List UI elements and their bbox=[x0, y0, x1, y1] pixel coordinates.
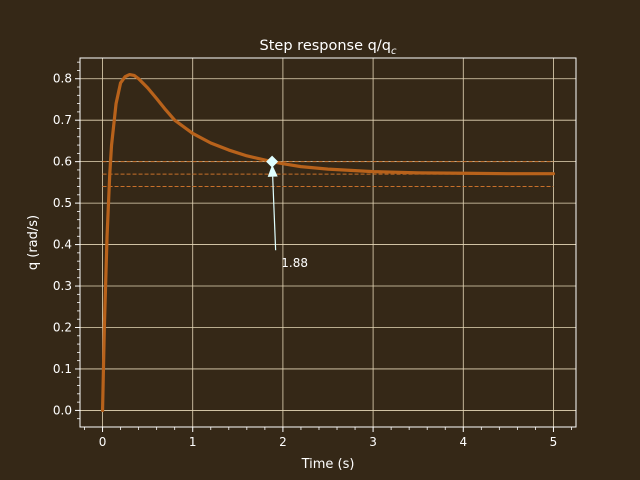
y-tick-label: 0.4 bbox=[53, 238, 72, 252]
y-tick-label: 0.0 bbox=[53, 403, 72, 417]
annotation-marker bbox=[266, 155, 279, 168]
y-axis-label: q (rad/s) bbox=[26, 215, 41, 270]
x-tick-label: 2 bbox=[279, 435, 287, 449]
x-tick-label: 0 bbox=[99, 435, 107, 449]
chart-title: Step response q/qc bbox=[260, 38, 397, 57]
step-response-line bbox=[100, 72, 556, 413]
annotation-arrow-head bbox=[267, 164, 278, 177]
x-tick-label: 3 bbox=[369, 435, 377, 449]
y-tick-label: 0.8 bbox=[53, 72, 72, 86]
x-axis-label: Time (s) bbox=[301, 457, 355, 472]
ticks: 0 1 2 3 4 5 0.0 0.1 0.2 0.3 0.4 0.5 0.6 0.7 0.8 bbox=[53, 61, 572, 449]
annotation-group: 1.88 bbox=[266, 155, 308, 270]
y-tick-label: 0.5 bbox=[53, 196, 72, 210]
series-group bbox=[100, 72, 556, 413]
y-tick-label: 0.1 bbox=[53, 362, 72, 376]
x-tick-label: 5 bbox=[550, 435, 558, 449]
chart-title-main: Step response q/q bbox=[260, 38, 391, 54]
y-tick-label: 0.6 bbox=[53, 155, 72, 169]
axes-frame bbox=[79, 57, 577, 428]
x-tick-label: 4 bbox=[459, 435, 467, 449]
annotation-arrow-line bbox=[272, 176, 277, 251]
y-tick-label: 0.7 bbox=[53, 113, 72, 127]
y-tick-label: 0.2 bbox=[53, 320, 72, 334]
y-tick-label: 0.3 bbox=[53, 279, 72, 293]
chart-title-subscript: c bbox=[391, 46, 397, 57]
x-tick-label: 1 bbox=[189, 435, 197, 449]
annotation-label: 1.88 bbox=[281, 256, 308, 270]
